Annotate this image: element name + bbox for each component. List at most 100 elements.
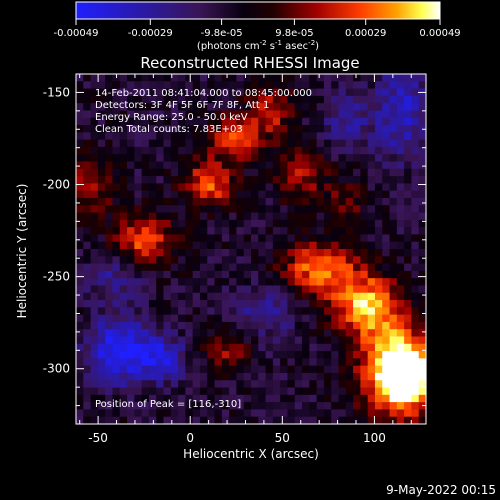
heatmap-cell — [243, 168, 252, 177]
heatmap-cell — [367, 88, 376, 97]
heatmap-cell — [112, 336, 121, 345]
heatmap-cell — [134, 416, 143, 425]
heatmap-cell — [265, 132, 274, 141]
heatmap-cell — [338, 300, 347, 308]
heatmap-cell — [374, 321, 383, 330]
heatmap-cell — [323, 307, 332, 316]
heatmap-cell — [345, 300, 354, 308]
heatmap-cell — [192, 314, 201, 323]
heatmap-cell — [302, 197, 310, 206]
heatmap-cell — [280, 394, 289, 403]
heatmap-cell — [404, 336, 413, 345]
heatmap-cell — [229, 270, 238, 279]
heatmap-cell — [178, 249, 186, 257]
heatmap-cell — [105, 197, 114, 206]
heatmap-cell — [360, 190, 369, 199]
heatmap-cell — [418, 74, 427, 82]
heatmap-cell — [345, 88, 354, 97]
heatmap-cell — [112, 343, 121, 352]
heatmap-cell — [141, 161, 150, 170]
heatmap-cell — [265, 285, 274, 294]
heatmap-cell — [148, 183, 157, 192]
heatmap-cell — [236, 343, 245, 352]
heatmap-cell — [331, 394, 340, 403]
heatmap-cell — [192, 212, 201, 221]
heatmap-cell — [411, 110, 420, 119]
heatmap-cell — [170, 409, 179, 418]
heatmap-cell — [360, 168, 369, 177]
heatmap-cell — [141, 358, 150, 367]
heatmap-cell — [280, 154, 289, 163]
heatmap-cell — [418, 365, 427, 374]
heatmap-cell — [389, 190, 398, 199]
heatmap-cell — [331, 387, 340, 396]
heatmap-cell — [156, 300, 165, 308]
heatmap-cell — [127, 205, 135, 214]
heatmap-cell — [178, 241, 186, 250]
heatmap-cell — [83, 139, 92, 148]
heatmap-cell — [229, 205, 238, 214]
heatmap-cell — [134, 329, 143, 338]
heatmap-cell — [323, 241, 332, 250]
heatmap-cell — [316, 154, 325, 163]
heatmap-cell — [134, 241, 143, 250]
heatmap-cell — [127, 161, 135, 170]
heatmap-cell — [229, 307, 238, 316]
heatmap-cell — [287, 351, 296, 359]
heatmap-cell — [148, 372, 157, 381]
heatmap-cell — [148, 139, 157, 148]
heatmap-cell — [396, 321, 405, 330]
heatmap-cell — [221, 125, 230, 133]
heatmap-cell — [134, 219, 143, 228]
heatmap-cell — [156, 219, 165, 228]
heatmap-cell — [148, 110, 157, 119]
heatmap-cell — [374, 402, 383, 411]
heatmap-cell — [302, 402, 310, 411]
heatmap-cell — [360, 103, 369, 112]
heatmap-cell — [170, 176, 179, 184]
heatmap-cell — [258, 74, 267, 82]
heatmap-cell — [251, 358, 259, 367]
heatmap-cell — [221, 314, 230, 323]
heatmap-cell — [411, 343, 420, 352]
heatmap-cell — [141, 74, 150, 82]
heatmap-cell — [229, 103, 238, 112]
heatmap-cell — [97, 132, 106, 141]
heatmap-cell — [221, 321, 230, 330]
heatmap-cell — [309, 249, 318, 257]
heatmap-cell — [214, 154, 223, 163]
heatmap-cell — [170, 336, 179, 345]
heatmap-cell — [360, 365, 369, 374]
heatmap-cell — [83, 146, 92, 155]
heatmap-cell — [258, 409, 267, 418]
heatmap-cell — [258, 270, 267, 279]
heatmap-cell — [112, 103, 121, 112]
heatmap-cell — [396, 278, 405, 287]
heatmap-cell — [418, 358, 427, 367]
heatmap-cell — [236, 358, 245, 367]
heatmap-cell — [265, 402, 274, 411]
heatmap-cell — [141, 329, 150, 338]
heatmap-cell — [265, 74, 274, 82]
heatmap-cell — [83, 300, 92, 308]
heatmap-cell — [331, 212, 340, 221]
heatmap-cell — [170, 394, 179, 403]
heatmap-cell — [360, 176, 369, 184]
heatmap-cell — [404, 212, 413, 221]
heatmap-cell — [243, 358, 252, 367]
heatmap-cell — [170, 161, 179, 170]
heatmap-cell — [418, 154, 427, 163]
heatmap-cell — [251, 227, 259, 236]
heatmap-cell — [185, 314, 194, 323]
heatmap-cell — [192, 205, 201, 214]
heatmap-cell — [229, 300, 238, 308]
heatmap-cell — [294, 117, 303, 126]
heatmap-cell — [294, 146, 303, 155]
heatmap-cell — [396, 154, 405, 163]
heatmap-cell — [207, 394, 216, 403]
heatmap-cell — [287, 103, 296, 112]
heatmap-cell — [185, 241, 194, 250]
heatmap-cell — [404, 81, 413, 90]
heatmap-cell — [382, 336, 391, 345]
heatmap-cell — [404, 227, 413, 236]
